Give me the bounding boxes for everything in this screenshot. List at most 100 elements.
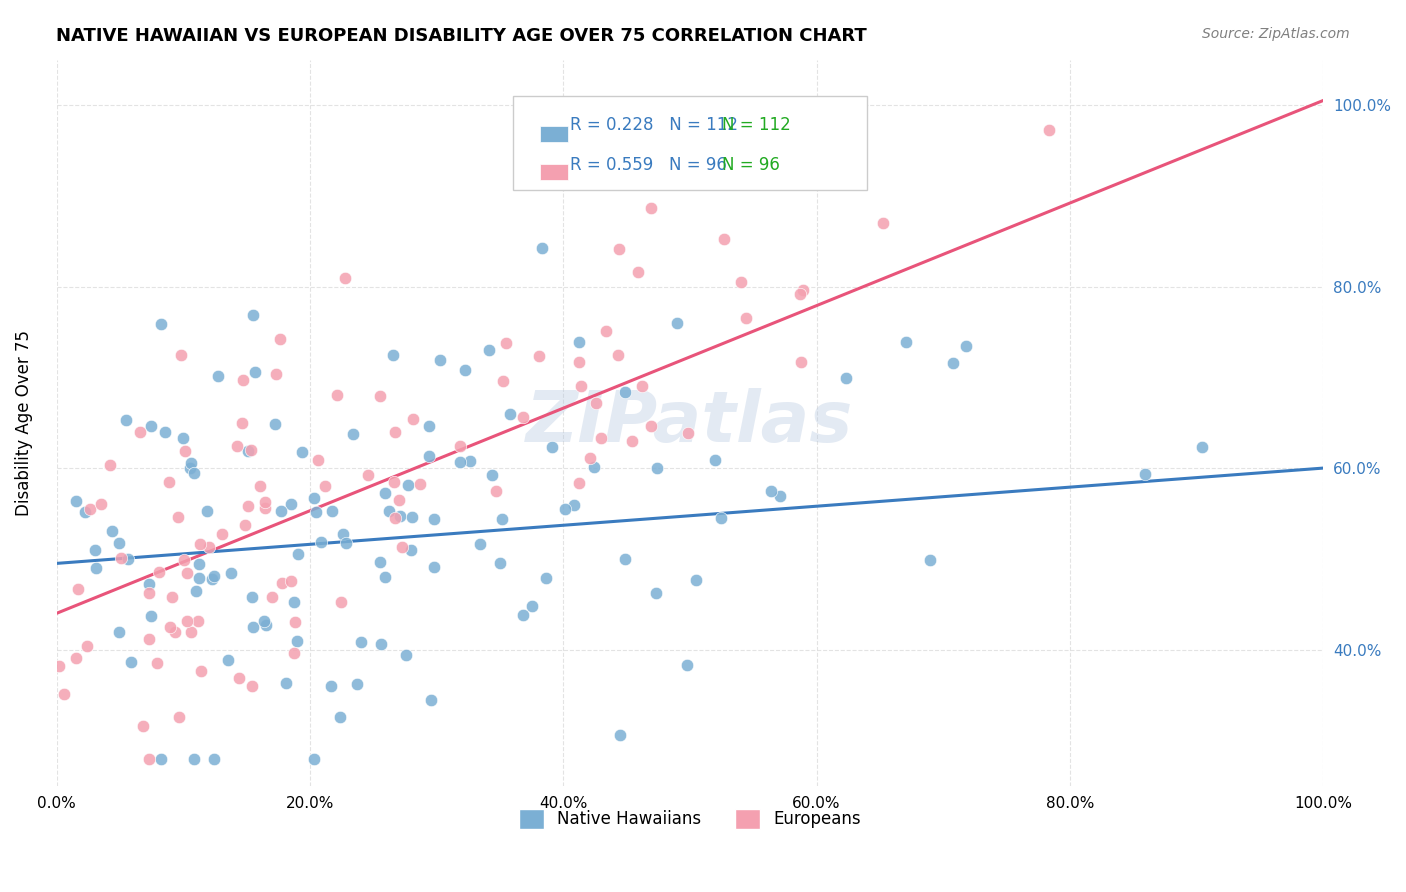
Point <box>132 719 155 733</box>
Point <box>195 503 218 517</box>
Point <box>481 467 503 482</box>
Point <box>86 561 108 575</box>
Point <box>150 317 173 331</box>
Point <box>159 620 181 634</box>
Point <box>1191 440 1213 454</box>
Point <box>232 373 254 387</box>
Point <box>228 672 250 686</box>
Point <box>704 452 727 467</box>
Point <box>520 599 543 613</box>
Point <box>172 431 194 445</box>
Point <box>449 455 471 469</box>
Point <box>378 503 401 517</box>
Point <box>621 434 644 448</box>
Point <box>179 461 201 475</box>
Point <box>188 571 211 585</box>
Point <box>374 569 396 583</box>
Point <box>409 476 432 491</box>
Point <box>368 388 391 402</box>
Point <box>384 511 406 525</box>
Point <box>382 348 405 362</box>
Point <box>280 497 302 511</box>
Point <box>145 656 167 670</box>
Point <box>645 461 668 475</box>
Point <box>170 348 193 362</box>
FancyBboxPatch shape <box>513 96 868 190</box>
Point <box>370 637 392 651</box>
Point <box>160 590 183 604</box>
Point <box>491 512 513 526</box>
Point <box>264 368 287 382</box>
Point <box>269 332 291 346</box>
Point <box>238 500 260 514</box>
Point <box>138 576 160 591</box>
Point <box>108 536 131 550</box>
Point <box>589 431 612 445</box>
Point <box>609 728 631 742</box>
Point <box>138 586 160 600</box>
Point <box>155 425 177 439</box>
Point <box>402 411 425 425</box>
Point <box>792 283 814 297</box>
Point <box>283 646 305 660</box>
Point <box>188 557 211 571</box>
Point <box>120 655 142 669</box>
Point <box>90 497 112 511</box>
Point <box>66 582 89 596</box>
Point <box>65 493 87 508</box>
Point <box>148 566 170 580</box>
Point <box>789 355 811 369</box>
Point <box>835 371 858 385</box>
Point <box>664 176 686 190</box>
Text: N = 96: N = 96 <box>721 156 779 174</box>
Point <box>478 343 501 358</box>
Point <box>107 625 129 640</box>
Point <box>485 483 508 498</box>
Point <box>254 617 277 632</box>
Point <box>1038 123 1060 137</box>
Point <box>429 353 451 368</box>
Point <box>302 491 325 506</box>
Point <box>391 540 413 554</box>
Point <box>274 676 297 690</box>
Point <box>238 444 260 458</box>
Point <box>342 427 364 442</box>
Point <box>368 555 391 569</box>
Point <box>640 202 662 216</box>
Point <box>458 454 481 468</box>
Point <box>254 500 277 515</box>
Text: R = 0.228   N = 112: R = 0.228 N = 112 <box>569 116 738 134</box>
Point <box>645 586 668 600</box>
Point <box>117 552 139 566</box>
Point <box>468 537 491 551</box>
Point <box>335 535 357 549</box>
Point <box>396 478 419 492</box>
Text: NATIVE HAWAIIAN VS EUROPEAN DISABILITY AGE OVER 75 CORRELATION CHART: NATIVE HAWAIIAN VS EUROPEAN DISABILITY A… <box>56 27 868 45</box>
Point <box>242 619 264 633</box>
Point <box>568 334 591 349</box>
Point <box>631 378 654 392</box>
Point <box>1133 467 1156 481</box>
Point <box>65 651 87 665</box>
Point <box>530 241 553 255</box>
Point <box>894 334 917 349</box>
Point <box>254 494 277 508</box>
Text: ZIPatlas: ZIPatlas <box>526 388 853 458</box>
Point <box>138 751 160 765</box>
Point <box>794 161 817 175</box>
Point <box>454 362 477 376</box>
Point <box>188 537 211 551</box>
Point <box>302 751 325 765</box>
Point <box>569 379 592 393</box>
Point <box>157 475 180 490</box>
Point <box>149 751 172 765</box>
Point <box>166 510 188 524</box>
Point <box>734 310 756 325</box>
Y-axis label: Disability Age Over 75: Disability Age Over 75 <box>15 330 32 516</box>
Point <box>529 349 551 363</box>
Point <box>319 679 342 693</box>
Point <box>280 574 302 589</box>
Point <box>388 493 411 508</box>
Point <box>245 364 267 378</box>
Point <box>174 443 197 458</box>
